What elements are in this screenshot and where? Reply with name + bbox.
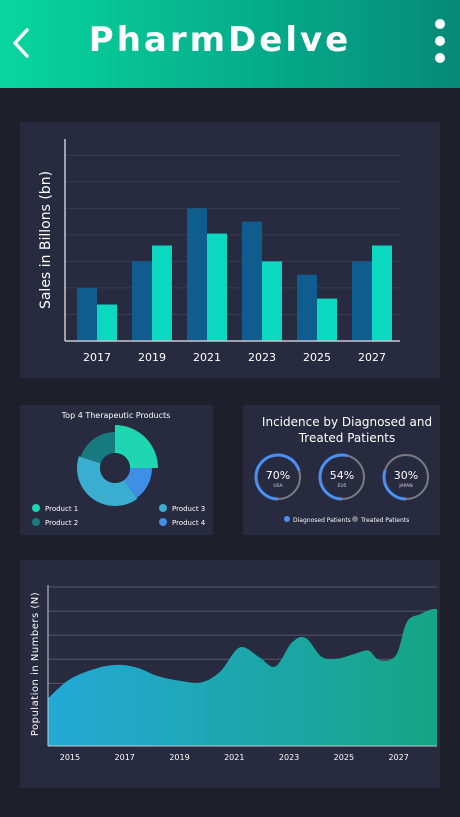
pie-slice-product-2 <box>80 432 115 464</box>
therapeutic-products-card: Top 4 Therapeutic Products Product 1 Produ… <box>20 405 213 535</box>
legend-label: Diagnosed Patients <box>293 517 351 524</box>
legend-marker <box>32 518 40 526</box>
incidence-title-line2: Treated Patients <box>298 431 396 445</box>
bar-2027-s1 <box>352 261 372 341</box>
gauge-arc-japan <box>382 453 430 501</box>
x-tick-label: 2025 <box>334 753 354 762</box>
app-header: PharmDelve <box>0 0 460 88</box>
app-title: PharmDelve <box>88 20 352 60</box>
bar-2021-s2 <box>207 233 227 341</box>
pie-slice-product-3 <box>77 456 138 506</box>
population-area <box>48 608 437 746</box>
chevron-left-icon[interactable] <box>10 26 32 60</box>
gauge-value: 70% <box>266 469 290 482</box>
legend-label: Treated Patients <box>360 517 409 524</box>
gauge-value: 54% <box>330 469 354 482</box>
x-tick-label: 2021 <box>224 753 244 762</box>
bar-2025-s2 <box>317 298 337 341</box>
population-area-chart-card: 2015 2017 2019 2021 2023 2025 2027 Population i… <box>20 560 440 788</box>
legend-label: Product 1 <box>45 505 78 513</box>
x-tick-label: 2015 <box>60 753 80 762</box>
bar-2027-s2 <box>372 245 392 341</box>
x-tick-label: 2025 <box>303 351 331 364</box>
gauge-arc-usa <box>254 453 302 501</box>
y-axis-label: Sales in Billons (bn) <box>38 171 54 309</box>
x-tick-label: 2017 <box>83 351 111 364</box>
legend-label: Product 3 <box>172 505 205 513</box>
x-tick-label: 2019 <box>138 351 166 364</box>
x-tick-label: 2027 <box>358 351 386 364</box>
pie-slice-product-4 <box>123 468 152 498</box>
bar-2023-s1 <box>242 221 262 341</box>
population-area-chart: 2015 2017 2019 2021 2023 2025 2027 Population i… <box>30 585 437 762</box>
legend-marker <box>159 518 167 526</box>
x-tick-label: 2019 <box>169 753 189 762</box>
legend-marker <box>32 504 40 512</box>
x-tick-label: 2021 <box>193 351 221 364</box>
bar-2019-s1 <box>132 261 152 341</box>
legend-label: Product 2 <box>45 519 78 527</box>
gauge-arc-eu5 <box>318 453 366 501</box>
legend-marker <box>159 504 167 512</box>
legend-label: Product 4 <box>172 519 206 527</box>
incidence-title-line1: Incidence by Diagnosed and <box>262 415 432 429</box>
incidence-title: Incidence by Diagnosed and Treated Patien… <box>262 415 432 445</box>
more-vertical-icon[interactable] <box>430 18 450 68</box>
bar-2019-s2 <box>152 245 172 341</box>
incidence-card: Incidence by Diagnosed and Treated Patien… <box>243 405 440 535</box>
y-axis-label: Population in Numbers (N) <box>30 592 41 736</box>
gauge-value: 30% <box>394 469 418 482</box>
gauge-region: EU5 <box>338 483 347 489</box>
bar-2021-s1 <box>187 208 207 341</box>
therapeutic-products-pie-chart: Top 4 Therapeutic Products Product 1 Produ… <box>32 411 206 527</box>
pie-hole <box>100 453 130 483</box>
bar-2017-s1 <box>77 287 97 341</box>
x-tick-label: 2023 <box>279 753 299 762</box>
gauge-region: USA <box>273 483 283 489</box>
bar-2025-s1 <box>297 274 317 341</box>
bar-2017-s2 <box>97 304 117 341</box>
x-tick-label: 2023 <box>248 351 276 364</box>
pie-title: Top 4 Therapeutic Products <box>61 411 171 420</box>
x-tick-label: 2017 <box>115 753 135 762</box>
incidence-gauges: Incidence by Diagnosed and Treated Patien… <box>254 415 432 524</box>
gauge-region: JAPAN <box>398 483 412 489</box>
x-tick-label: 2027 <box>388 753 408 762</box>
pie-slice-product-1 <box>115 425 158 468</box>
sales-bar-chart-card: 2017 2019 2021 2023 2025 2027 Sales in Billons… <box>20 122 440 378</box>
sales-bar-chart: 2017 2019 2021 2023 2025 2027 Sales in Billons… <box>38 139 400 364</box>
bar-2023-s2 <box>262 261 282 341</box>
legend-marker <box>352 516 358 522</box>
legend-marker <box>284 516 290 522</box>
